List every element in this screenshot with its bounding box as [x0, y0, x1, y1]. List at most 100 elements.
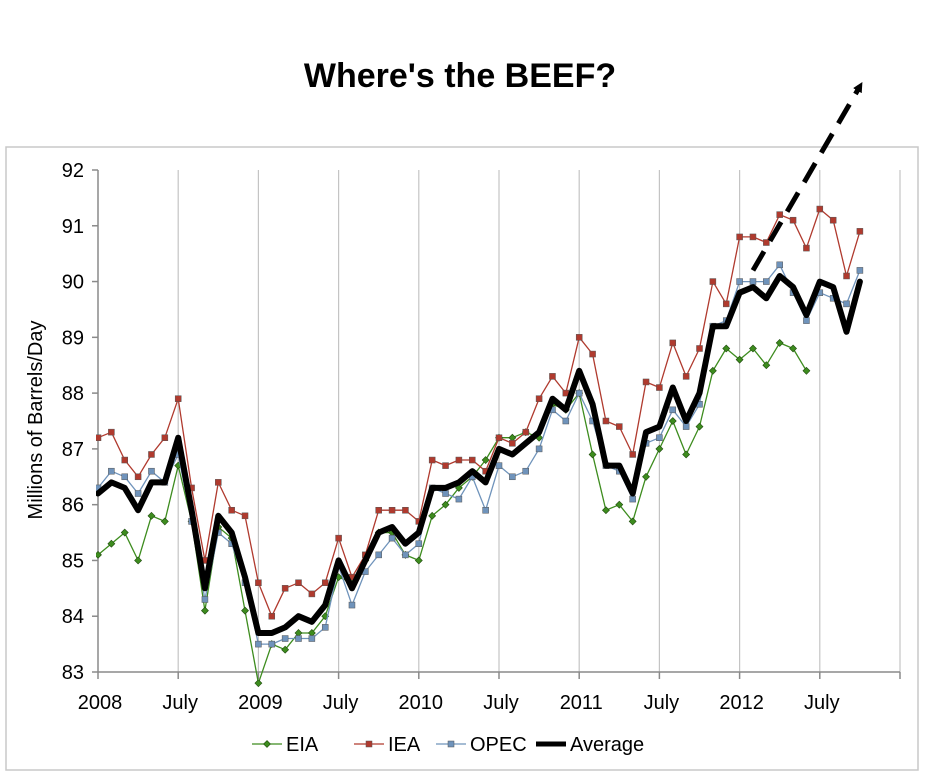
point-iea-48 — [737, 234, 743, 240]
point-iea-21 — [376, 507, 382, 513]
point-iea-26 — [443, 463, 449, 469]
legend-label-iea: IEA — [388, 734, 421, 756]
point-iea-41 — [643, 379, 649, 385]
point-iea-17 — [322, 580, 328, 586]
point-opec-40 — [630, 496, 636, 502]
point-iea-3 — [135, 474, 141, 480]
point-eia-46 — [709, 367, 716, 374]
point-eia-4 — [148, 512, 155, 519]
point-eia-37 — [589, 451, 596, 458]
x-tick-label: 2008 — [78, 692, 123, 714]
point-opec-48 — [737, 279, 743, 285]
x-tick-label: 2012 — [719, 692, 764, 714]
point-iea-18 — [336, 535, 342, 541]
line-opec — [98, 265, 860, 644]
point-iea-15 — [296, 580, 302, 586]
point-opec-1 — [108, 468, 114, 474]
point-iea-10 — [229, 507, 235, 513]
point-eia-51 — [776, 339, 783, 346]
point-iea-5 — [162, 435, 168, 441]
legend-label-average: Average — [570, 734, 644, 756]
point-iea-46 — [710, 279, 716, 285]
legend-marker-opec — [448, 741, 454, 747]
point-iea-49 — [750, 234, 756, 240]
y-tick-label: 87 — [62, 439, 84, 461]
point-eia-11 — [242, 607, 249, 614]
point-iea-43 — [670, 340, 676, 346]
point-iea-31 — [509, 440, 515, 446]
point-eia-53 — [803, 367, 810, 374]
point-iea-0 — [95, 435, 101, 441]
point-iea-36 — [576, 334, 582, 340]
point-iea-54 — [817, 206, 823, 212]
point-opec-42 — [656, 435, 662, 441]
point-opec-32 — [523, 468, 529, 474]
y-tick-label: 91 — [62, 216, 84, 238]
point-opec-56 — [844, 301, 850, 307]
legend-label-opec: OPEC — [470, 734, 527, 756]
legend-item-average: Average — [536, 734, 644, 756]
point-iea-9 — [215, 479, 221, 485]
point-opec-53 — [803, 318, 809, 324]
point-opec-35 — [563, 418, 569, 424]
point-eia-12 — [255, 680, 262, 687]
point-opec-24 — [416, 541, 422, 547]
point-iea-14 — [282, 585, 288, 591]
point-eia-44 — [683, 451, 690, 458]
point-iea-52 — [790, 217, 796, 223]
point-opec-8 — [202, 596, 208, 602]
point-iea-44 — [683, 373, 689, 379]
point-iea-16 — [309, 591, 315, 597]
point-opec-49 — [750, 279, 756, 285]
point-opec-51 — [777, 262, 783, 268]
point-iea-45 — [697, 345, 703, 351]
point-opec-27 — [456, 496, 462, 502]
point-opec-30 — [496, 463, 502, 469]
legend: EIA IEA OPEC Average — [252, 734, 644, 756]
x-tick-label: July — [323, 692, 359, 714]
legend-marker-eia — [264, 741, 271, 748]
point-eia-41 — [643, 473, 650, 480]
point-eia-42 — [656, 445, 663, 452]
series-group — [95, 206, 863, 687]
point-iea-38 — [603, 418, 609, 424]
point-opec-26 — [443, 491, 449, 497]
point-opec-4 — [148, 468, 154, 474]
y-tick-label: 90 — [62, 272, 84, 294]
x-tick-label: 2009 — [238, 692, 283, 714]
point-iea-30 — [496, 435, 502, 441]
y-tick-label: 83 — [62, 662, 84, 684]
point-iea-11 — [242, 513, 248, 519]
point-opec-19 — [349, 602, 355, 608]
point-iea-25 — [429, 457, 435, 463]
x-tick-label: July — [644, 692, 680, 714]
point-eia-3 — [135, 557, 142, 564]
y-tick-label: 85 — [62, 550, 84, 572]
axes — [92, 170, 900, 679]
line-average — [98, 276, 860, 633]
y-tick-label: 89 — [62, 327, 84, 349]
point-iea-56 — [844, 273, 850, 279]
point-eia-45 — [696, 423, 703, 430]
point-eia-52 — [790, 345, 797, 352]
x-tick-label: 2011 — [560, 692, 603, 714]
chart-title: Where's the BEEF? — [304, 57, 616, 95]
legend-item-eia: EIA — [252, 734, 319, 756]
point-opec-3 — [135, 491, 141, 497]
x-tick-labels: 2008 July 2009 July 2010 July 2011 July 2012 July — [78, 692, 840, 714]
point-opec-44 — [683, 424, 689, 430]
point-iea-39 — [616, 424, 622, 430]
point-eia-8 — [201, 607, 208, 614]
point-eia-38 — [602, 507, 609, 514]
point-iea-22 — [389, 507, 395, 513]
point-opec-21 — [376, 552, 382, 558]
legend-label-eia: EIA — [286, 734, 319, 756]
series-opec — [95, 262, 863, 647]
x-tick-label: July — [804, 692, 840, 714]
point-iea-55 — [830, 217, 836, 223]
point-opec-16 — [309, 636, 315, 642]
point-opec-22 — [389, 535, 395, 541]
point-opec-15 — [296, 636, 302, 642]
point-iea-4 — [148, 451, 154, 457]
